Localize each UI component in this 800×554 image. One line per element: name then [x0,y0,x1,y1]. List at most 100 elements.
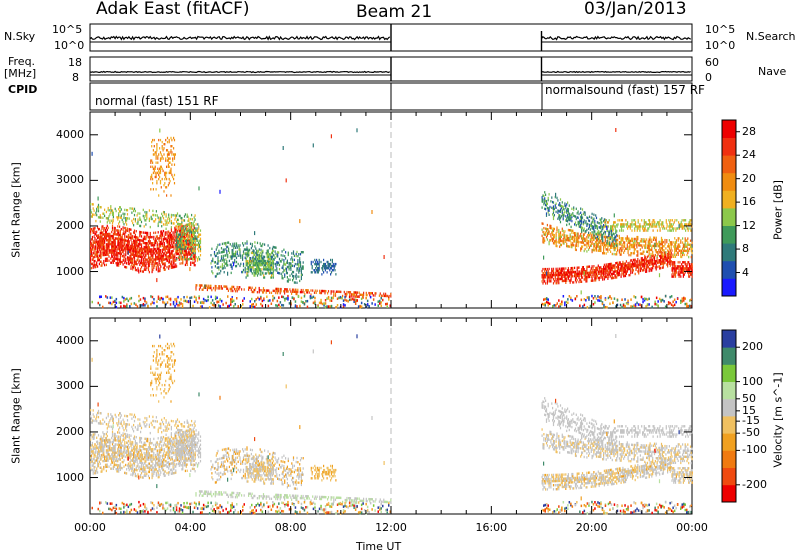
power-cell [652,258,654,262]
power-cell [179,225,181,228]
power-cell [119,210,121,213]
power-cell [552,217,555,221]
power-cell [123,214,125,218]
power-cell [627,241,629,244]
power-cell [388,294,390,298]
power-cell [555,244,557,248]
power-cell [680,267,682,270]
power-cell [259,251,261,255]
power-cell [260,248,262,252]
power-cell [565,273,567,276]
power-cell [603,267,605,271]
power-cell [635,260,637,263]
power-cell [184,233,187,236]
power-cell [249,262,251,265]
power-cell [606,269,608,272]
power-cell [615,239,617,243]
power-cell [581,268,583,271]
power-cell [198,233,200,236]
power-cell [264,263,266,267]
power-cell [288,264,290,267]
power-cell [278,261,280,264]
power-cell [177,247,180,251]
power-cell [169,265,171,268]
power-cell [97,250,100,254]
power-cell [166,247,168,250]
power-cell [663,255,665,259]
power-cell [578,225,580,228]
power-cell [94,263,96,267]
power-cell [586,228,588,232]
power-cell [656,242,658,246]
power-cell [660,262,662,266]
power-cell [104,247,106,250]
power-cell [262,272,264,275]
power-cell [575,240,577,243]
power-cell [562,279,564,283]
power-cell [567,239,569,242]
power-cell [569,271,571,274]
power-cell [114,229,116,232]
power-cell [617,269,619,273]
power-cell [572,275,574,278]
power-cell [643,262,645,266]
power-cell [126,252,129,255]
power-cell [566,223,568,227]
power-cell [221,242,223,246]
power-cell [92,213,94,216]
power-cell [603,276,605,279]
power-cell [634,237,636,241]
power-cell [574,270,577,274]
power-cell [164,237,166,240]
power-cell [596,243,598,246]
power-cell [167,241,169,244]
power-cell [550,233,552,236]
power-cell [228,249,230,252]
power-cell [186,213,188,216]
power-cell [125,231,127,234]
power-cell [169,232,171,235]
power-cell [109,238,111,242]
power-cell [104,241,106,244]
power-cell [597,241,599,244]
power-cell [552,278,555,281]
power-cell [601,233,603,236]
power-cell [677,261,679,264]
power-cell [660,262,663,266]
power-cell [361,293,363,297]
power-cell [131,261,133,264]
power-cell [565,281,567,284]
power-cell [222,250,224,254]
power-cell [142,214,144,218]
power-cell [193,257,195,261]
power-cell [111,213,114,216]
power-cell [631,243,634,247]
power-cell [266,268,268,271]
power-cell [261,257,263,260]
power-cell [340,290,342,294]
power-cell [140,269,142,273]
power-cell [253,264,255,267]
power-cell [256,257,259,261]
power-cell [96,240,98,244]
power-cell [612,244,614,248]
power-cell [217,260,219,263]
power-cell [261,250,263,254]
power-cell [156,255,158,259]
power-cell [111,261,113,264]
power-cell [255,255,257,259]
power-cell [565,219,567,222]
power-cell [99,254,101,257]
power-cell [181,235,183,238]
power-cell [635,244,637,247]
power-cell [159,157,162,160]
power-cell [263,274,265,277]
power-cell [233,285,235,289]
power-cell [150,258,152,261]
power-cell [284,292,286,295]
power-cell [230,257,232,260]
power-cell [645,270,647,273]
power-cell [162,149,164,152]
power-cell [140,243,142,246]
power-cell [97,228,100,231]
